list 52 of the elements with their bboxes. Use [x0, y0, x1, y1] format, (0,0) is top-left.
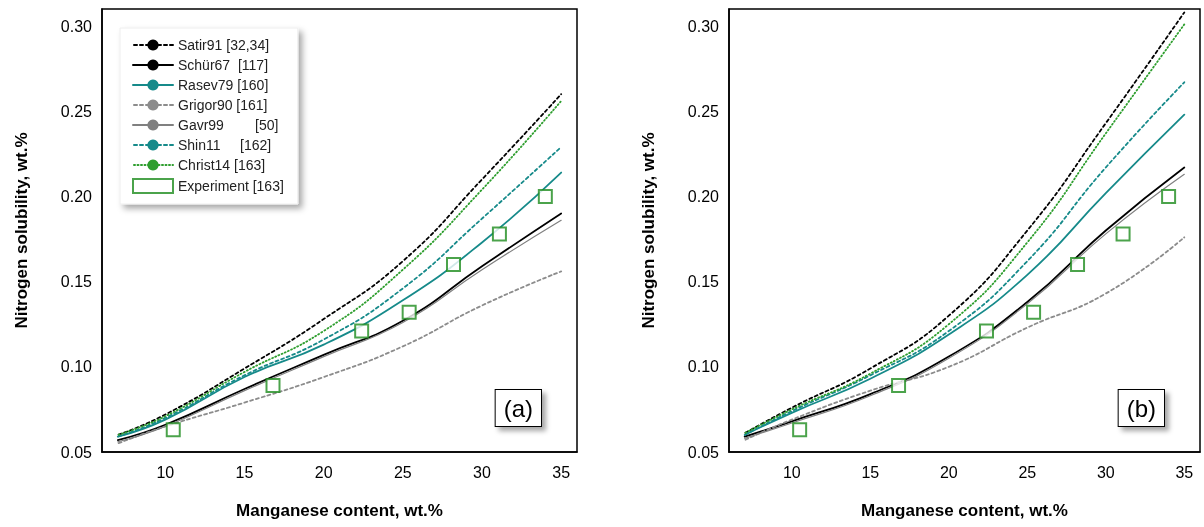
annotation: (a) — [503, 394, 534, 422]
x-tick-label: 30 — [1096, 463, 1115, 481]
y-tick-label: 0.15 — [687, 273, 720, 291]
legend-label: Rasev79 [160] — [178, 77, 269, 93]
x-tick-label: 20 — [314, 463, 333, 481]
x-tick-label: 20 — [939, 463, 958, 481]
x-tick-label: 30 — [473, 463, 491, 481]
y-tick-label: 0.15 — [60, 273, 93, 291]
y-tick-label: 0.30 — [687, 17, 720, 35]
y-tick-label: 0.10 — [60, 358, 93, 376]
legend-label: Schür67 [117] — [178, 57, 269, 73]
annotation: (b) — [1126, 394, 1157, 422]
point — [792, 422, 808, 438]
point — [491, 226, 507, 242]
x-axis-title: Manganese content, wt.% — [236, 501, 443, 520]
legend-label: Christ14 [163] — [178, 157, 266, 173]
point — [891, 378, 907, 394]
x-tick-label: 35 — [552, 463, 571, 481]
x-tick-label: 15 — [861, 463, 880, 481]
point — [1026, 304, 1042, 320]
legend-label: Gavr99 [50] — [178, 117, 279, 133]
point — [1070, 257, 1086, 273]
legend-label: Grigor90 [161] — [178, 97, 268, 113]
x-tick-label: 10 — [782, 463, 801, 481]
y-tick-label: 0.25 — [687, 102, 720, 120]
x-tick-label: 35 — [1175, 463, 1194, 481]
point — [537, 188, 553, 204]
point — [1115, 226, 1131, 242]
x-tick-label: 25 — [1018, 463, 1037, 481]
legend-label: Shin11 [162] — [178, 137, 272, 153]
legend-label: Satir91 [32,34] — [178, 37, 270, 53]
legend-label: Experiment [163] — [178, 178, 284, 194]
point — [401, 304, 417, 320]
point — [446, 257, 461, 273]
y-axis-title: Nitrogen solubility, wt.% — [639, 132, 658, 329]
point — [165, 422, 181, 438]
point — [354, 323, 370, 339]
y-tick-label: 0.05 — [60, 443, 93, 461]
x-axis-title: Manganese content, wt.% — [861, 501, 1068, 520]
point — [265, 378, 281, 394]
y-tick-label: 0.05 — [687, 443, 720, 461]
x-tick-label: 10 — [156, 463, 175, 481]
y-tick-label: 0.30 — [60, 17, 93, 35]
x-tick-label: 15 — [235, 463, 254, 481]
y-tick-label: 0.10 — [687, 358, 720, 376]
y-axis-title: Nitrogen solubility, wt.% — [12, 132, 31, 329]
point — [1161, 188, 1177, 204]
point — [978, 323, 994, 339]
y-tick-label: 0.20 — [687, 187, 720, 205]
y-tick-label: 0.25 — [60, 102, 93, 120]
y-tick-label: 0.20 — [60, 187, 93, 205]
x-tick-label: 25 — [393, 463, 412, 481]
